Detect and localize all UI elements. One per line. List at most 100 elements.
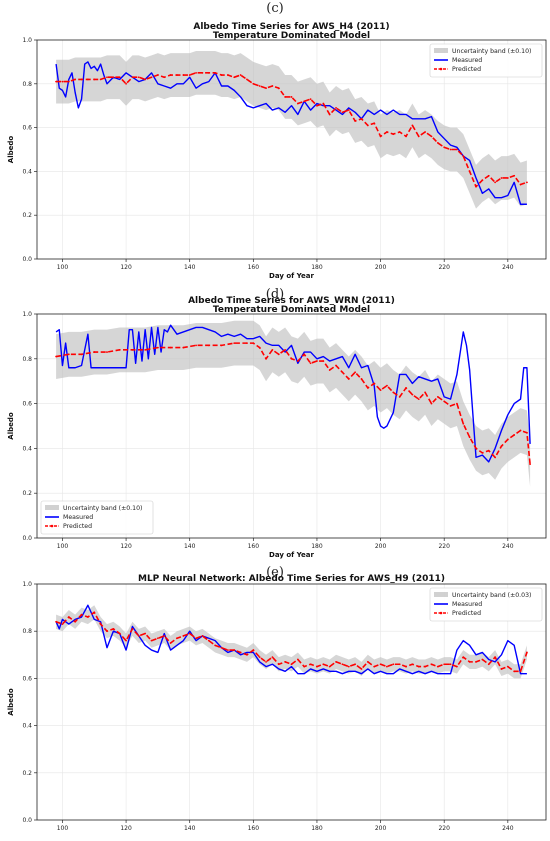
legend: Uncertainty band (±0.10) Measured Predicte… — [40, 500, 154, 535]
predicted-point — [239, 74, 242, 76]
axes-frame — [36, 583, 547, 821]
predicted-point — [125, 639, 127, 642]
predicted-point — [335, 660, 337, 663]
predicted-point — [195, 344, 197, 347]
y-tick-label: 0.4 — [22, 723, 32, 730]
series-line-measured — [55, 61, 527, 205]
predicted-point — [392, 133, 395, 136]
predicted-point — [449, 663, 452, 666]
predicted-point — [341, 371, 344, 374]
x-tick-label: 120 — [120, 543, 132, 550]
predicted-point — [80, 353, 83, 356]
predicted-point — [500, 177, 503, 179]
predicted-point — [265, 357, 267, 360]
predicted-point — [226, 74, 229, 76]
predicted-point — [258, 85, 261, 87]
predicted-point — [436, 665, 439, 668]
predicted-point — [233, 76, 236, 79]
predicted-point — [392, 663, 395, 666]
predicted-point — [156, 74, 159, 76]
predicted-point — [335, 106, 337, 109]
x-tick-label: 120 — [120, 825, 132, 832]
predicted-point — [112, 76, 115, 79]
predicted-point — [303, 353, 306, 356]
predicted-point — [265, 660, 267, 663]
y-tick-label: 0.8 — [22, 81, 32, 88]
predicted-point — [144, 632, 147, 635]
predicted-point — [417, 398, 420, 401]
predicted-point — [513, 174, 516, 177]
chart-aws-wrn: 100 120 140 160 180 200 220 240 0.0 0.2 0.4 0.6 0.8 1… — [7, 296, 547, 559]
predicted-point — [354, 371, 357, 374]
predicted-point — [106, 630, 108, 633]
predicted-point — [277, 353, 280, 356]
predicted-point — [411, 663, 414, 666]
predicted-point — [131, 76, 134, 79]
predicted-point — [405, 135, 407, 138]
series-line-predicted — [56, 72, 528, 188]
predicted-point — [354, 120, 357, 122]
predicted-point — [506, 665, 509, 668]
predicted-point — [449, 148, 452, 151]
predicted-point — [341, 111, 344, 114]
predicted-point — [487, 449, 490, 452]
predicted-point — [405, 665, 407, 668]
predicted-point — [93, 611, 96, 614]
predicted-point — [233, 649, 236, 651]
x-axis-label: Day of Year — [269, 551, 315, 559]
predicted-point — [87, 78, 89, 81]
y-tick-label: 0.8 — [22, 628, 32, 635]
predicted-point — [487, 663, 490, 666]
predicted-point — [309, 98, 312, 101]
predicted-point — [67, 80, 70, 83]
predicted-point — [163, 76, 166, 79]
predicted-point — [328, 665, 331, 668]
predicted-point — [487, 174, 490, 177]
predicted-point — [156, 637, 159, 640]
predicted-point — [258, 346, 261, 349]
legend: Uncertainty band (±0.10) Measured Predicte… — [429, 43, 543, 78]
predicted-point — [322, 663, 325, 666]
predicted-point — [468, 436, 471, 439]
predicted-point — [87, 616, 89, 618]
predicted-point — [379, 389, 382, 392]
predicted-point — [500, 668, 503, 670]
predicted-point — [176, 74, 178, 76]
predicted-point — [284, 660, 287, 663]
predicted-point — [220, 646, 223, 649]
predicted-point — [475, 447, 477, 450]
x-tick-label: 240 — [502, 825, 514, 832]
x-tick-label: 220 — [438, 543, 450, 550]
predicted-point — [456, 665, 458, 668]
predicted-point — [475, 660, 477, 663]
predicted-point — [118, 76, 121, 79]
legend-band-swatch — [434, 48, 448, 53]
y-tick-label: 1.0 — [22, 311, 32, 318]
predicted-point — [373, 665, 376, 668]
predicted-point — [195, 637, 197, 640]
x-tick-label: 180 — [311, 264, 323, 271]
y-tick-label: 0.2 — [22, 770, 32, 777]
predicted-point — [506, 177, 509, 179]
legend-band-label: Uncertainty band (±0.10) — [452, 48, 531, 55]
predicted-point — [398, 395, 401, 398]
predicted-point — [296, 658, 299, 661]
legend-label-measured: Measured — [63, 514, 93, 521]
predicted-point — [99, 623, 102, 626]
predicted-point — [366, 124, 369, 127]
predicted-point — [506, 438, 509, 441]
x-tick-label: 140 — [184, 825, 196, 832]
predicted-point — [481, 451, 484, 454]
predicted-point — [271, 656, 274, 659]
predicted-point — [494, 656, 496, 659]
legend-band-label: Uncertainty band (±0.03) — [452, 592, 531, 599]
predicted-point — [366, 387, 369, 389]
chart-subtitle: Temperature Dominated Model — [213, 305, 370, 315]
predicted-point — [93, 78, 96, 81]
predicted-point — [436, 395, 439, 398]
predicted-point — [513, 434, 516, 436]
legend-band-swatch — [45, 505, 59, 510]
predicted-point — [386, 384, 388, 387]
predicted-point — [125, 82, 127, 85]
predicted-point — [424, 665, 427, 668]
